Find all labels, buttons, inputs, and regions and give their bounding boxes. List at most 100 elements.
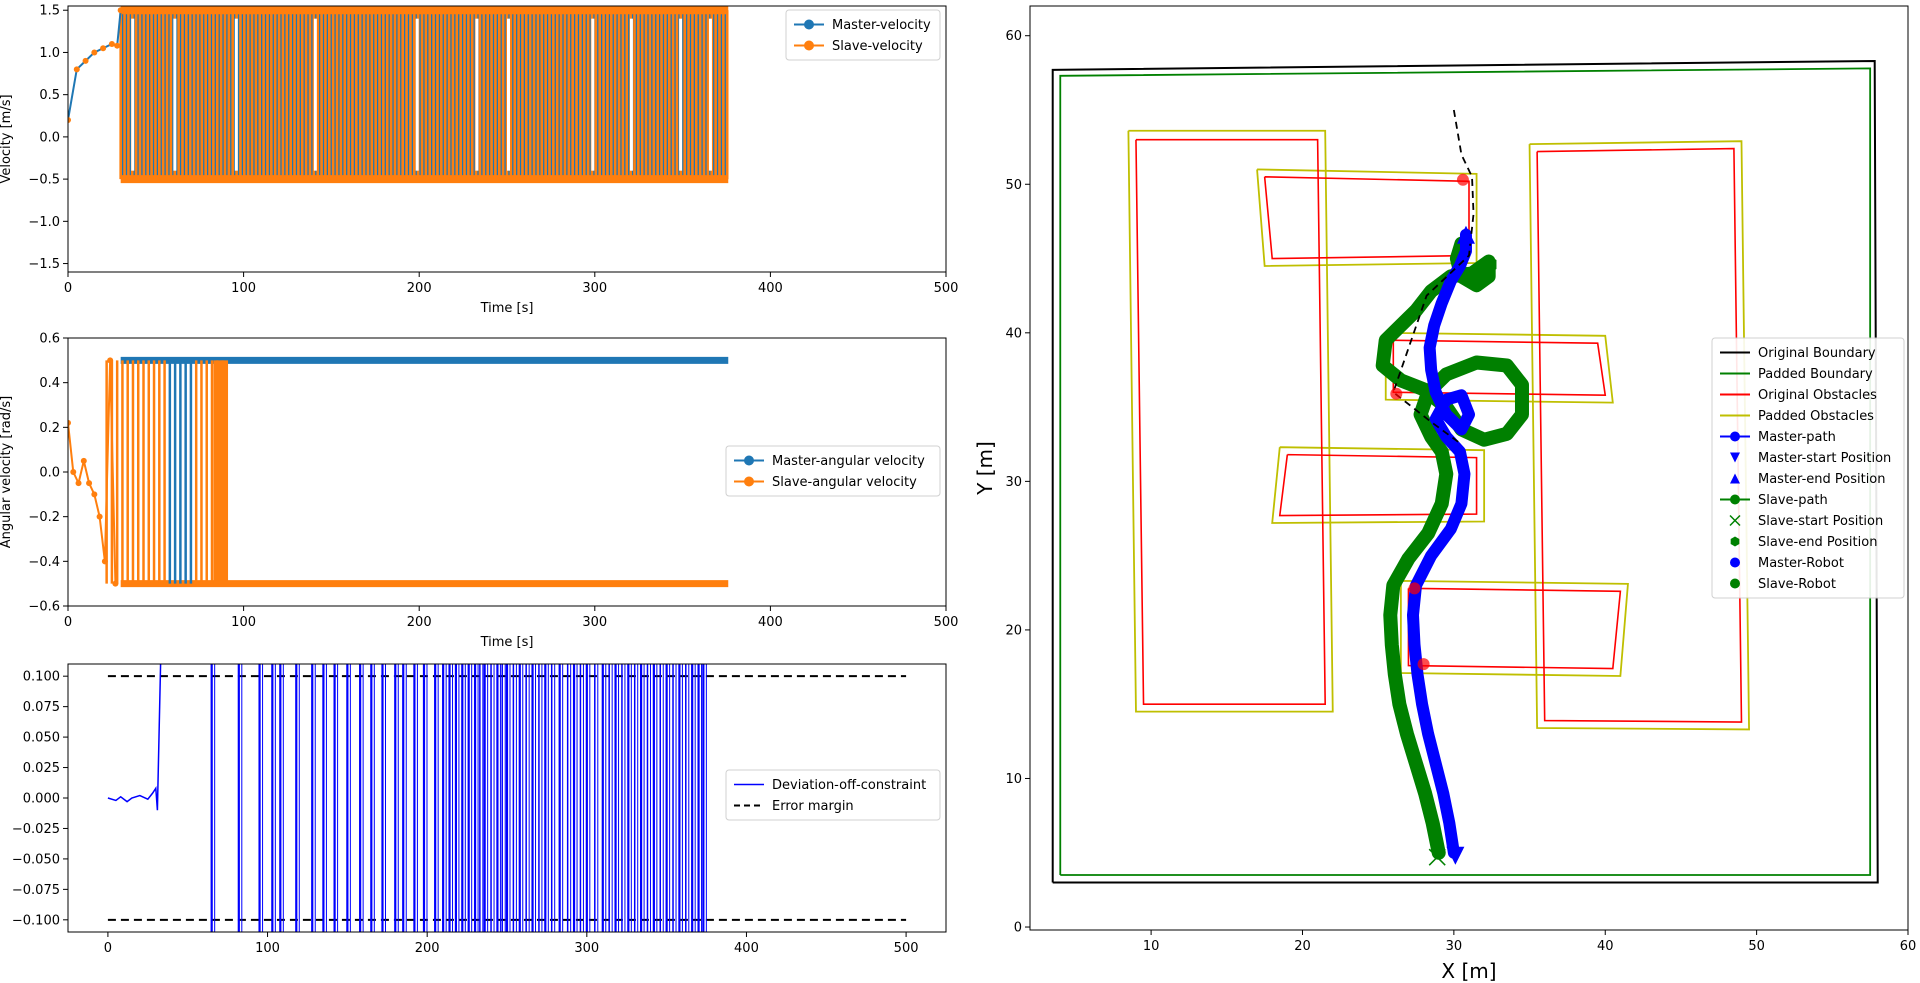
- y-tick-label: 0: [1014, 921, 1022, 936]
- legend-entry: Deviation-off-constraint: [734, 778, 926, 793]
- original-obstacle: [1135, 138, 1327, 705]
- legend-label: Deviation-off-constraint: [772, 778, 926, 793]
- collision-point: [1408, 582, 1421, 595]
- legend-entry: Master-end Position: [1730, 472, 1886, 487]
- legend-label: Slave-velocity: [832, 39, 923, 54]
- trajectory-plot: 10 20 30 40 50 60 0 10 20 30 40 50 60 X [m] Y [m] Origi…: [973, 5, 1916, 983]
- x-tick-label: 40: [1597, 939, 1614, 954]
- legend-label: Slave-start Position: [1758, 514, 1883, 529]
- x-tick-label: 200: [407, 281, 432, 296]
- padded-boundary: [1059, 67, 1872, 876]
- slave-angular-point: [70, 469, 77, 475]
- y-tick-label: 0.050: [23, 731, 60, 746]
- y-tick-label: 50: [1005, 178, 1022, 193]
- y-tick-label: 0.2: [39, 421, 60, 436]
- collision-point: [1390, 387, 1403, 400]
- legend-box: [1711, 337, 1905, 599]
- gap: [629, 18, 633, 171]
- slave-velocity-point: [82, 57, 89, 64]
- marker: [744, 476, 754, 487]
- legend-label: Error margin: [772, 799, 854, 814]
- legend-entry: Master-angular velocity: [734, 454, 925, 469]
- padded-obstacle: [1384, 331, 1614, 404]
- legend-label: Original Obstacles: [1758, 388, 1877, 403]
- x-axis-label: Time [s]: [480, 301, 534, 316]
- marker: [1730, 452, 1740, 463]
- x-tick-label: 500: [894, 941, 919, 956]
- slave-angular-point: [80, 457, 87, 464]
- y-tick-label: −1.5: [28, 257, 60, 272]
- x-axis-label: X [m]: [1441, 959, 1496, 983]
- y-axis-label: Angular velocity [rad/s]: [0, 396, 14, 548]
- padded-obstacle: [1127, 129, 1334, 713]
- x-axis-label: Time [s]: [480, 635, 534, 650]
- slave-angular-point: [107, 357, 114, 364]
- y-tick-label: 0.0: [39, 130, 60, 145]
- marker: [1730, 473, 1740, 484]
- y-tick-label: −0.2: [28, 510, 60, 525]
- axes-frame: [67, 5, 947, 273]
- y-tick-label: 40: [1005, 326, 1022, 341]
- y-tick-label: 0.0: [39, 466, 60, 481]
- legend-entry: Master-velocity: [794, 18, 931, 33]
- marker: [1428, 848, 1446, 866]
- y-tick-label: 0.6: [39, 332, 60, 347]
- y-tick-label: −0.050: [12, 852, 60, 867]
- deviation-line: [107, 664, 162, 811]
- y-tick-label: 1.5: [39, 4, 60, 19]
- marker: [1730, 431, 1740, 442]
- legend-box: [785, 9, 941, 61]
- marker: [744, 455, 754, 466]
- slave-angular-point: [101, 558, 108, 565]
- legend-entry: Original Obstacles: [1720, 388, 1877, 403]
- legend-label: Master-Robot: [1758, 556, 1844, 571]
- collision-point: [1417, 658, 1430, 671]
- slave-angular-line: [68, 360, 117, 584]
- plot-area: [68, 356, 729, 588]
- original-obstacle: [1263, 176, 1470, 260]
- gap: [475, 18, 479, 171]
- y-tick-label: 0.025: [23, 761, 60, 776]
- x-tick-label: 300: [574, 941, 599, 956]
- slave-velocity-point: [117, 7, 124, 14]
- x-tick-label: 400: [758, 615, 783, 630]
- x-tick-label: 500: [934, 615, 959, 630]
- marker: [1730, 494, 1740, 505]
- axes-frame: [1029, 5, 1909, 931]
- x-tick-label: 200: [415, 941, 440, 956]
- legend-label: Master-end Position: [1758, 472, 1886, 487]
- original-obstacle: [1278, 453, 1478, 517]
- x-tick-label: 20: [1294, 939, 1311, 954]
- original-obstacle: [1407, 587, 1622, 670]
- y-tick-label: 0.000: [23, 792, 60, 807]
- slave-angular-point: [75, 480, 82, 487]
- master-path: [1406, 228, 1475, 859]
- slave-angular-point: [96, 513, 103, 520]
- y-tick-label: −0.025: [12, 822, 60, 837]
- legend-label: Padded Boundary: [1758, 367, 1873, 382]
- legend-label: Master-start Position: [1758, 451, 1891, 466]
- deviation-plot: 0 100 200 300 400 500 −0.100 −0.075 −0.050 −0.025…: [12, 663, 947, 956]
- legend-entry: Master-start Position: [1730, 451, 1891, 466]
- marker: [1730, 536, 1740, 547]
- gap: [173, 18, 177, 171]
- x-tick-label: 500: [934, 281, 959, 296]
- x-tick-label: 100: [255, 941, 280, 956]
- gap: [679, 18, 683, 171]
- marker: [1730, 578, 1740, 589]
- y-tick-label: −0.100: [12, 913, 60, 928]
- padded-obstacle: [1271, 446, 1486, 524]
- marker: [1729, 514, 1741, 527]
- x-tick-label: 100: [231, 615, 256, 630]
- x-tick-label: 200: [407, 615, 432, 630]
- legend-label: Master-velocity: [832, 18, 931, 33]
- gap: [591, 18, 595, 171]
- y-tick-label: 60: [1005, 29, 1022, 44]
- slave-velocity-point: [100, 45, 107, 52]
- padded-obstacle: [1399, 580, 1629, 677]
- master-velocity-line: [68, 10, 122, 121]
- marker: [1456, 225, 1475, 244]
- legend-label: Original Boundary: [1758, 346, 1876, 361]
- legend-label: Slave-angular velocity: [772, 475, 917, 490]
